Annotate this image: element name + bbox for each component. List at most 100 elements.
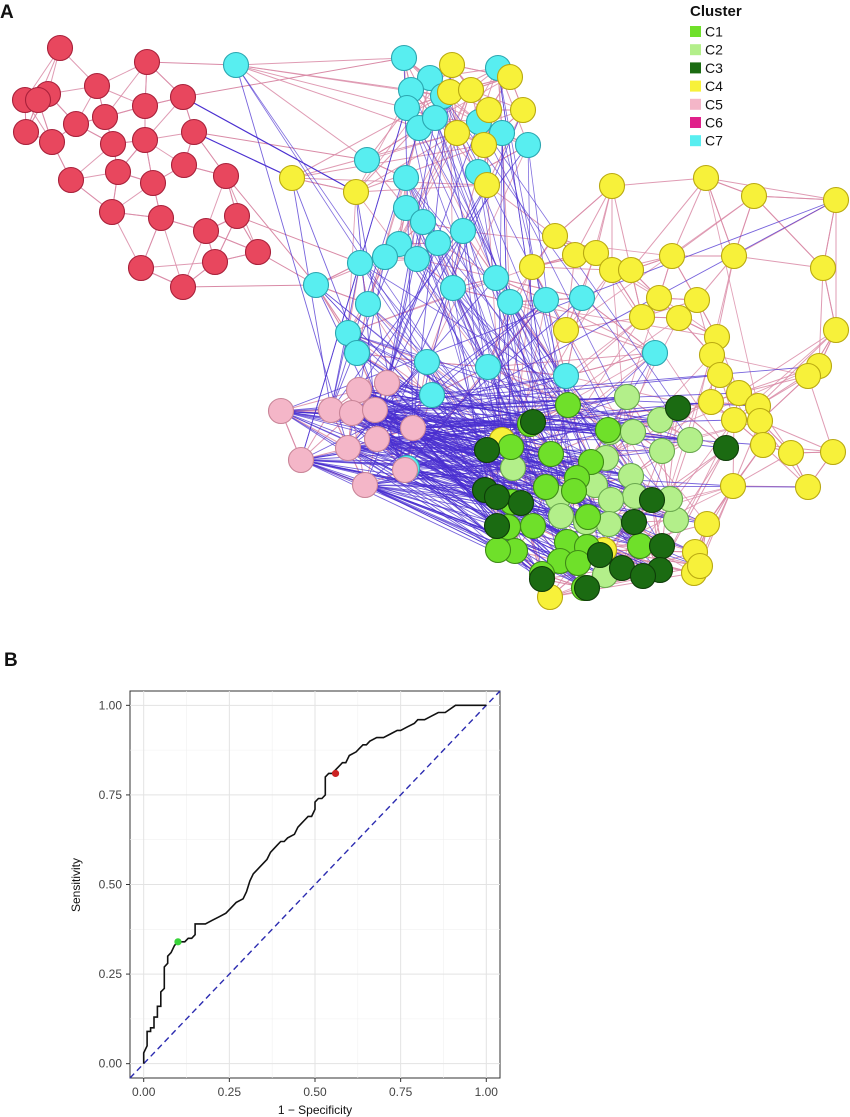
node-c1 (554, 391, 582, 419)
node-c4 (720, 406, 748, 434)
node-c1 (484, 536, 512, 564)
node-c1 (519, 512, 547, 540)
node-c7 (514, 131, 542, 159)
node-c7 (354, 290, 382, 318)
node-c7 (346, 249, 374, 277)
node-c7 (371, 243, 399, 271)
legend-swatch-c2 (690, 44, 701, 56)
edge (590, 365, 820, 463)
node-c2 (547, 502, 575, 530)
node-c1 (497, 433, 525, 461)
axis-ticks: 0.00 0.25 0.50 0.75 1.00 0.00 0.25 0.50 0.75 1.00 (99, 698, 499, 1099)
node-c7 (416, 64, 444, 92)
node-c4 (819, 438, 847, 466)
node-c3 (629, 562, 657, 590)
y-tick-label: 0.75 (99, 788, 123, 802)
x-tick-label: 0.50 (303, 1085, 327, 1099)
node-c4 (725, 379, 753, 407)
node-c7 (403, 245, 431, 273)
legend-label-c6: C6 (705, 115, 723, 131)
edge (300, 459, 516, 552)
node-c4 (475, 96, 503, 124)
legend-label-c2: C2 (705, 42, 723, 58)
edge (405, 177, 509, 528)
legend-swatch-c1 (690, 26, 701, 37)
edge (406, 467, 499, 551)
edge (462, 230, 488, 451)
node-c3 (507, 489, 535, 517)
node-c3 (483, 483, 511, 511)
node-c3 (573, 574, 601, 602)
node-c2 (613, 383, 641, 411)
legend-title: Cluster (690, 3, 742, 20)
node-c4 (683, 286, 711, 314)
edge (182, 57, 405, 98)
node-c3 (473, 436, 501, 464)
node-red (180, 118, 208, 146)
node-c7 (390, 44, 418, 72)
node-red (83, 72, 111, 100)
node-c4 (822, 186, 850, 214)
edge (367, 127, 420, 305)
edge (330, 243, 400, 411)
node-c5 (363, 425, 391, 453)
node-c4 (617, 256, 645, 284)
node-c4 (582, 239, 610, 267)
node-c4 (470, 131, 498, 159)
node-c1 (560, 477, 588, 505)
edge (531, 266, 613, 271)
node-red (12, 118, 40, 146)
edge (280, 199, 837, 412)
node-c7 (393, 94, 421, 122)
edge (671, 177, 707, 257)
node-red (223, 202, 251, 230)
node-c3 (664, 394, 692, 422)
node-c4 (509, 96, 537, 124)
node-red (170, 151, 198, 179)
node-red (244, 238, 272, 266)
node-red (24, 86, 52, 114)
node-c4 (443, 119, 471, 147)
node-c5 (391, 456, 419, 484)
node-c4 (628, 303, 656, 331)
legend-swatch-c3 (690, 62, 701, 74)
node-c7 (449, 217, 477, 245)
edge (280, 389, 360, 412)
node-c2 (646, 406, 674, 434)
edge (527, 144, 585, 589)
node-c4 (598, 172, 626, 200)
node-c3 (648, 532, 676, 560)
panel-a-label: A (0, 2, 14, 23)
node-red (139, 169, 167, 197)
node-c7 (353, 146, 381, 174)
y-tick-label: 0.25 (99, 967, 123, 981)
node-c7 (439, 274, 467, 302)
edge (235, 64, 349, 449)
node-c7 (222, 51, 250, 79)
edge (565, 316, 643, 377)
edge (359, 262, 534, 527)
node-red (57, 166, 85, 194)
edge (315, 284, 641, 547)
node-c4 (749, 431, 777, 459)
network-nodes (11, 34, 850, 611)
node-c4 (645, 284, 673, 312)
node-c7 (421, 104, 449, 132)
node-c4 (438, 51, 466, 79)
node-c4 (693, 510, 721, 538)
edge (705, 177, 837, 201)
legend-label-c1: C1 (705, 24, 723, 40)
node-c7 (409, 208, 437, 236)
node-red (46, 34, 74, 62)
node-red (212, 162, 240, 190)
node-red (201, 248, 229, 276)
edge (376, 299, 547, 440)
edge (807, 375, 834, 453)
node-c3 (620, 508, 648, 536)
edge (426, 144, 529, 363)
edge (225, 175, 317, 286)
node-red (133, 48, 161, 76)
node-c4 (719, 472, 747, 500)
y-tick-label: 0.00 (99, 1057, 123, 1071)
